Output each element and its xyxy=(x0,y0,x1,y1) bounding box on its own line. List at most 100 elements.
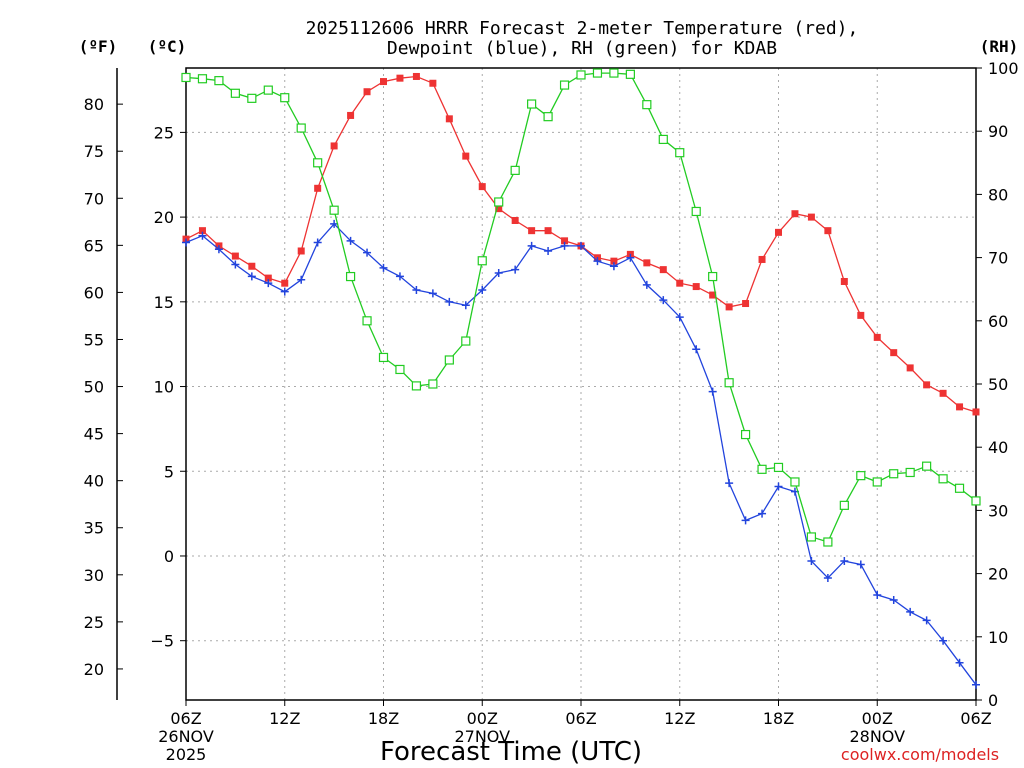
fahrenheit-unit-label: (ºF) xyxy=(79,37,118,56)
temperature-point xyxy=(347,111,355,119)
dewpoint-series xyxy=(182,219,980,689)
rh-point xyxy=(329,205,339,215)
x-tick-date: 27NOV xyxy=(454,727,510,746)
temperature-point xyxy=(445,115,453,123)
rh-point xyxy=(905,467,915,478)
x-tick-label: 12Z xyxy=(664,709,695,728)
temperature-point xyxy=(873,333,881,341)
rh-point xyxy=(790,477,800,487)
rh-tick-label: 0 xyxy=(988,691,998,710)
rh-point xyxy=(922,461,932,471)
rh-point xyxy=(428,379,438,389)
rh-point xyxy=(724,378,734,388)
celsius-tick-label: 25 xyxy=(154,123,174,142)
celsius-unit-label: (ºC) xyxy=(148,37,187,56)
temperature-point xyxy=(561,237,569,245)
dewpoint-point xyxy=(807,557,816,566)
rh-point xyxy=(675,148,685,158)
rh-unit-label: (RH) xyxy=(980,37,1019,56)
temperature-point xyxy=(643,259,651,267)
fahrenheit-tick-label: 25 xyxy=(84,613,104,632)
x-tick-label: 06Z xyxy=(960,709,991,728)
dewpoint-point xyxy=(856,560,865,569)
rh-point xyxy=(773,462,784,473)
celsius-tick-label: 10 xyxy=(154,378,174,397)
x-tick-label: 00Z xyxy=(467,709,498,728)
x-tick-label: 00Z xyxy=(862,709,893,728)
gridlines xyxy=(186,68,976,700)
celsius-tick-label: 0 xyxy=(164,547,174,566)
rh-point xyxy=(823,537,833,547)
dewpoint-point xyxy=(741,516,750,525)
dewpoint-point xyxy=(478,285,487,294)
temperature-point xyxy=(314,184,322,192)
temperature-point xyxy=(248,262,256,270)
temperature-point xyxy=(396,74,404,82)
rh-point xyxy=(263,85,273,95)
temperature-point xyxy=(330,142,338,150)
dewpoint-point xyxy=(527,241,536,250)
temperature-point xyxy=(478,183,486,191)
temperature-point xyxy=(807,213,815,221)
rh-point xyxy=(971,496,981,506)
rh-point xyxy=(872,477,882,487)
dewpoint-point xyxy=(214,245,223,254)
rh-point xyxy=(889,469,899,479)
dewpoint-point xyxy=(264,279,273,288)
credit-label: coolwx.com/models xyxy=(841,745,999,764)
fahrenheit-tick-label: 65 xyxy=(84,236,104,255)
dewpoint-point xyxy=(198,231,207,240)
rh-point xyxy=(395,364,405,375)
dewpoint-point xyxy=(593,257,602,266)
rh-point xyxy=(708,271,718,282)
dewpoint-point xyxy=(330,219,339,228)
temperature-point xyxy=(429,79,437,87)
x-axis-title: Forecast Time (UTC) xyxy=(380,737,642,767)
fahrenheit-tick-label: 20 xyxy=(84,660,104,679)
celsius-tick-label: 5 xyxy=(164,462,174,481)
temperature-point xyxy=(462,152,470,160)
celsius-tick-label: 20 xyxy=(154,208,174,227)
dewpoint-point xyxy=(675,313,684,322)
temperature-point xyxy=(610,257,618,265)
dewpoint-point xyxy=(922,616,931,625)
temperature-point xyxy=(939,389,947,397)
fahrenheit-tick-label: 35 xyxy=(84,519,104,538)
dewpoint-point xyxy=(445,297,454,306)
fahrenheit-tick-label: 40 xyxy=(84,472,104,491)
rh-point xyxy=(740,429,751,440)
x-tick-label: 18Z xyxy=(763,709,794,728)
rh-point xyxy=(609,68,619,78)
fahrenheit-tick-label: 60 xyxy=(84,283,104,302)
rh-point xyxy=(938,474,948,484)
rh-point xyxy=(313,158,323,168)
rh-point xyxy=(576,70,586,80)
x-tick-label: 18Z xyxy=(368,709,399,728)
rh-series xyxy=(181,68,981,547)
fahrenheit-tick-label: 55 xyxy=(84,330,104,349)
temperature-point xyxy=(890,349,898,357)
dewpoint-point xyxy=(461,301,470,310)
rh-point xyxy=(691,206,701,217)
fahrenheit-tick-label: 50 xyxy=(84,378,104,397)
rh-point xyxy=(247,93,257,103)
rh-point xyxy=(280,93,290,103)
rh-tick-label: 10 xyxy=(988,628,1008,647)
dewpoint-point xyxy=(494,269,503,278)
x-tick-date: 26NOV xyxy=(158,727,214,746)
rh-point xyxy=(296,123,306,133)
dewpoint-point xyxy=(939,636,948,645)
temperature-point xyxy=(528,227,536,235)
rh-point xyxy=(494,197,504,207)
x-tick-date: 28NOV xyxy=(849,727,905,746)
temperature-point xyxy=(923,381,931,389)
y-axis-ticks: −5 0 5 10 15 20 25 20 25 30 35 40 45 50 55 60 65 70 75 80 0 1… xyxy=(84,59,1019,710)
dewpoint-point xyxy=(346,236,355,245)
x-tick-label: 06Z xyxy=(170,709,201,728)
dewpoint-point xyxy=(544,246,553,255)
temperature-point xyxy=(758,255,766,263)
temperature-point xyxy=(511,216,519,224)
x-tick-label: 12Z xyxy=(269,709,300,728)
rh-point xyxy=(559,80,570,90)
